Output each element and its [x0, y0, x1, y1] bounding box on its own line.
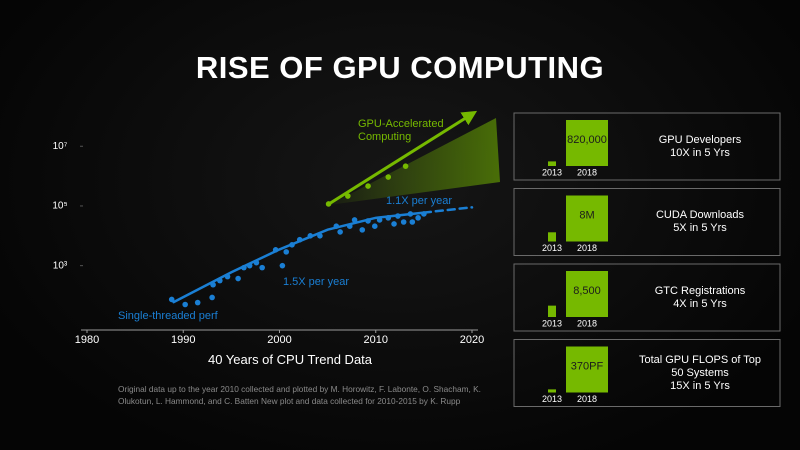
trend-line: [172, 211, 426, 304]
x-tick-label: 2018: [577, 167, 597, 177]
panel-text: GTC Registrations 4X in 5 Yrs: [635, 285, 765, 311]
value-label: 8,500: [573, 285, 601, 297]
data-point: [385, 174, 392, 180]
x-tick-label: 1980: [75, 334, 99, 346]
panel-subtitle: 10X in 5 Yrs: [670, 146, 730, 159]
panel-text: CUDA Downloads 5X in 5 Yrs: [635, 209, 765, 235]
panel-text: Total GPU FLOPS of Top 50 Systems 15X in …: [635, 354, 765, 393]
panel-title: CUDA Downloads: [655, 209, 745, 221]
x-tick-label: 2000: [267, 334, 291, 346]
panel-subtitle: 5X in 5 Yrs: [673, 222, 727, 234]
value-label: 370PF: [571, 360, 604, 372]
data-point: [235, 275, 241, 282]
data-point: [400, 219, 407, 225]
data-point: [283, 249, 290, 255]
panel-subtitle: 15X in 5 Yrs: [670, 379, 730, 392]
panel-title: GTC Registrations: [654, 284, 746, 297]
chart-caption: 40 Years of CPU Trend Data: [207, 352, 373, 367]
trend-line: [422, 206, 474, 214]
bar: [548, 305, 556, 317]
value-label: 820,000: [567, 134, 607, 146]
bar: [566, 271, 608, 317]
panel: [513, 188, 781, 256]
x-tick-label: 1990: [171, 334, 195, 346]
annotation: 1.5X per year: [283, 276, 349, 288]
bar: [566, 120, 608, 166]
y-tick-label: 10³: [53, 260, 68, 271]
trend-line: [326, 110, 478, 207]
data-point: [279, 262, 286, 269]
panel-title: Total GPU FLOPS of Top 50 Systems: [638, 353, 762, 379]
bar: [548, 161, 556, 166]
data-point: [409, 219, 416, 225]
panel: [513, 112, 781, 181]
data-point: [351, 217, 358, 223]
panel-title: GPU Developers: [658, 133, 742, 146]
data-point: [371, 223, 378, 229]
x-tick-label: 2018: [577, 318, 597, 328]
annotation: 1.1X per year: [386, 195, 452, 207]
data-point: [194, 299, 201, 306]
panel-subtitle: 4X in 5 Yrs: [673, 297, 727, 310]
data-point: [209, 294, 215, 301]
panel: [513, 339, 781, 407]
data-point: [391, 221, 397, 227]
panel: [513, 263, 781, 332]
data-point: [365, 183, 371, 189]
data-point: [182, 301, 188, 308]
x-tick-label: 2018: [577, 394, 597, 404]
x-tick-label: 2013: [542, 318, 562, 328]
bar: [566, 346, 608, 393]
bar: [548, 389, 556, 393]
x-tick-label: 2010: [364, 334, 388, 346]
x-tick-label: 2018: [577, 243, 597, 253]
bar: [548, 232, 556, 242]
slide-title: RISE OF GPU COMPUTING: [195, 50, 605, 85]
y-tick-label: 10⁵: [52, 201, 67, 212]
x-tick-label: 2013: [542, 243, 562, 253]
series-label: GPU-Accelerated Computing: [358, 118, 444, 143]
y-tick-label: 10⁷: [53, 141, 68, 152]
value-label: 8M: [579, 209, 594, 221]
data-point: [402, 163, 409, 169]
data-point: [359, 227, 366, 233]
data-point: [337, 229, 343, 235]
data-point: [415, 215, 421, 221]
footnote: Original data up to the year 2010 collec…: [118, 384, 481, 406]
series-label: Single-threaded perf: [118, 310, 219, 322]
bar: [566, 195, 608, 242]
gpu-glow: [329, 118, 500, 205]
x-tick-label: 2020: [460, 334, 484, 346]
data-point: [259, 264, 265, 271]
panel-text: GPU Developers 10X in 5 Yrs: [635, 134, 765, 160]
x-tick-label: 2013: [542, 167, 562, 177]
x-tick-label: 2013: [542, 394, 562, 404]
data-point: [168, 296, 175, 303]
